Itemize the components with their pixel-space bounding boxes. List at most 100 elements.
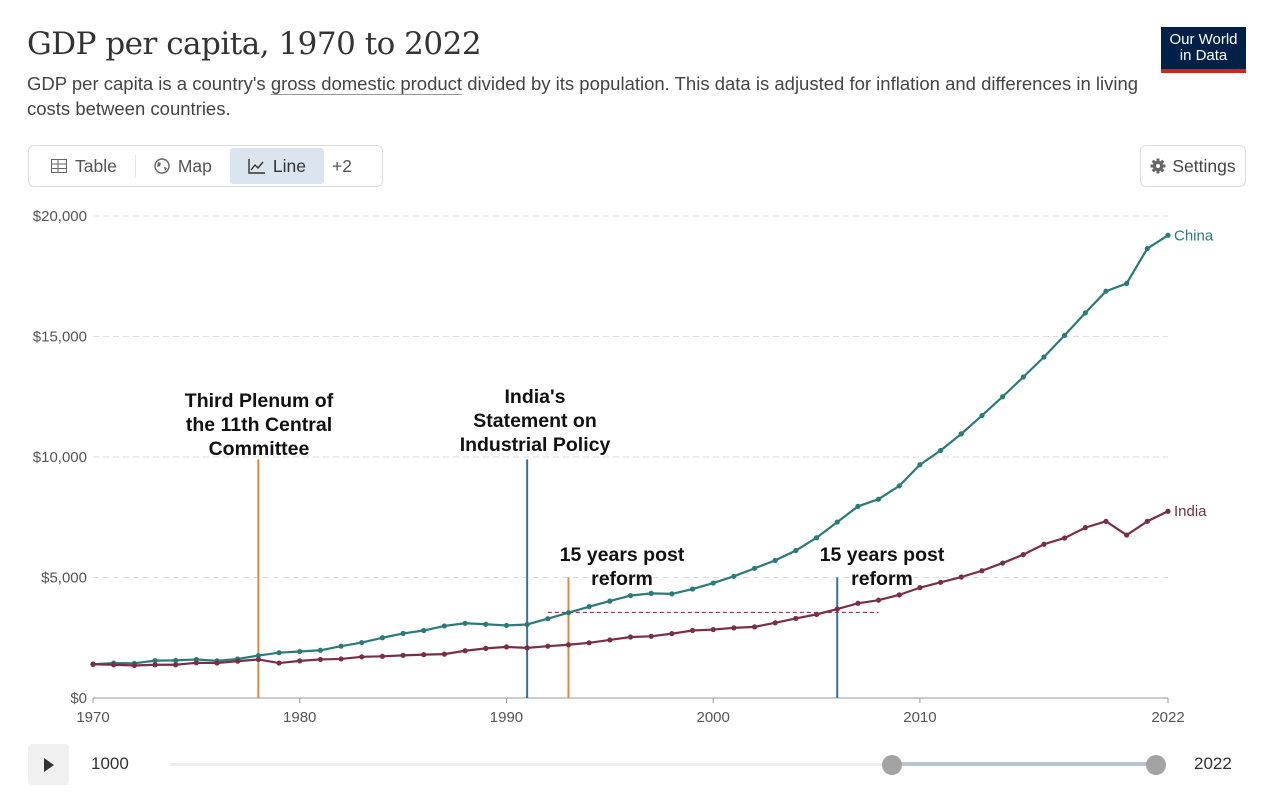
x-tick-label: 1990: [490, 709, 523, 726]
x-tick-label: 2000: [697, 709, 730, 726]
data-point-india: [689, 627, 696, 634]
data-point-china: [565, 610, 572, 616]
data-point-china: [813, 535, 820, 541]
x-tick-label: 2022: [1151, 709, 1184, 726]
line-chart: China India $0 $5,000 $10,000 $15,000 $20,000…: [33, 208, 1214, 726]
data-point-china: [421, 627, 427, 634]
tab-more[interactable]: +2: [331, 155, 352, 176]
data-point-india: [648, 633, 654, 639]
data-point-china: [276, 650, 282, 656]
data-point-china: [1000, 394, 1006, 400]
data-point-india: [586, 640, 592, 646]
data-point-china: [545, 616, 551, 622]
data-point-china: [1165, 232, 1171, 238]
view-tabs: Table Map Line +2: [28, 145, 383, 187]
series-label-india: India: [1174, 503, 1207, 520]
data-point-india: [875, 597, 882, 603]
data-point-india: [731, 625, 737, 631]
data-point-china: [751, 565, 758, 571]
tab-map[interactable]: Map: [136, 148, 230, 184]
data-point-india: [1144, 518, 1150, 524]
data-point-india: [255, 656, 261, 663]
annotation-line: reform: [591, 568, 653, 590]
play-icon: [43, 757, 54, 772]
annotation-line: India's: [504, 386, 566, 408]
timeline-start-handle[interactable]: [882, 755, 902, 775]
data-point-india: [669, 631, 675, 637]
annotation-line: Statement on: [473, 410, 597, 432]
annotation-india-industrial-policy: India's Statement on Industrial Policy: [460, 385, 611, 457]
data-point-india: [979, 568, 985, 574]
data-point-china: [173, 657, 179, 664]
timeline-start-label: 1000: [91, 754, 129, 773]
y-tick-label: $5,000: [41, 570, 87, 587]
timeline-track[interactable]: [170, 763, 1155, 766]
annotation-line: Industrial Policy: [459, 434, 611, 456]
tab-line[interactable]: Line: [229, 148, 324, 184]
data-point-china: [586, 604, 592, 610]
data-point-india: [193, 660, 199, 666]
data-point-india: [462, 648, 468, 654]
data-point-india: [813, 611, 820, 617]
data-point-china: [607, 598, 613, 604]
tab-label: Line: [272, 155, 306, 176]
tab-table[interactable]: Table: [33, 148, 135, 184]
data-point-india: [834, 606, 840, 612]
data-point-india: [937, 579, 944, 585]
timeline-end-label: 2022: [1194, 754, 1232, 773]
y-tick-label: $0: [70, 690, 87, 707]
data-point-china: [1062, 332, 1068, 338]
tab-label: Table: [75, 155, 117, 176]
data-point-india: [214, 660, 220, 666]
data-point-india: [1124, 532, 1130, 538]
timeline-selected-range[interactable]: [892, 762, 1156, 766]
gdp-definition-link[interactable]: gross domestic product: [270, 73, 463, 94]
x-tick-label: 1980: [283, 709, 316, 726]
data-point-china: [627, 592, 634, 599]
data-point-china: [669, 591, 675, 597]
data-point-india: [1020, 552, 1026, 558]
data-point-india: [338, 656, 344, 662]
data-point-india: [421, 652, 427, 658]
data-point-china: [255, 652, 261, 659]
data-point-china: [1020, 374, 1026, 380]
data-point-china: [689, 586, 696, 592]
data-point-china: [400, 630, 406, 637]
data-point-china: [937, 447, 944, 454]
data-point-china: [958, 431, 964, 437]
data-point-china: [462, 620, 468, 626]
timeline-end-handle[interactable]: [1146, 755, 1166, 775]
logo-line: in Data: [1179, 47, 1228, 64]
data-point-india: [607, 637, 613, 643]
data-point-china: [503, 622, 510, 629]
data-point-china: [483, 621, 489, 627]
data-point-china: [1041, 354, 1047, 360]
data-point-china: [855, 503, 861, 510]
data-point-china: [710, 580, 716, 586]
y-tick-label: $10,000: [33, 449, 87, 466]
data-point-china: [772, 557, 778, 563]
play-button[interactable]: [28, 744, 69, 785]
data-point-india: [524, 645, 530, 651]
data-point-india: [1165, 508, 1171, 514]
data-point-india: [441, 651, 448, 657]
settings-button[interactable]: Settings: [1140, 145, 1246, 187]
subtitle-text: divided by its population. This data is …: [27, 73, 1139, 119]
tab-label: Map: [177, 155, 212, 176]
data-point-india: [173, 662, 179, 668]
data-point-china: [359, 639, 365, 646]
data-point-india: [400, 652, 406, 658]
data-point-china: [1103, 288, 1109, 294]
data-point-india: [503, 644, 510, 650]
data-point-india: [1103, 518, 1109, 524]
annotation-line: Third Plenum of: [184, 390, 334, 412]
data-point-china: [731, 573, 737, 579]
annotation-line: reform: [851, 568, 913, 590]
data-point-india: [379, 653, 386, 659]
data-point-india: [297, 658, 303, 664]
data-point-india: [751, 624, 758, 630]
annotation-line: Committee: [208, 438, 310, 460]
data-point-india: [917, 585, 923, 591]
divider: [134, 155, 136, 177]
owid-logo[interactable]: Our World in Data: [1161, 27, 1246, 73]
